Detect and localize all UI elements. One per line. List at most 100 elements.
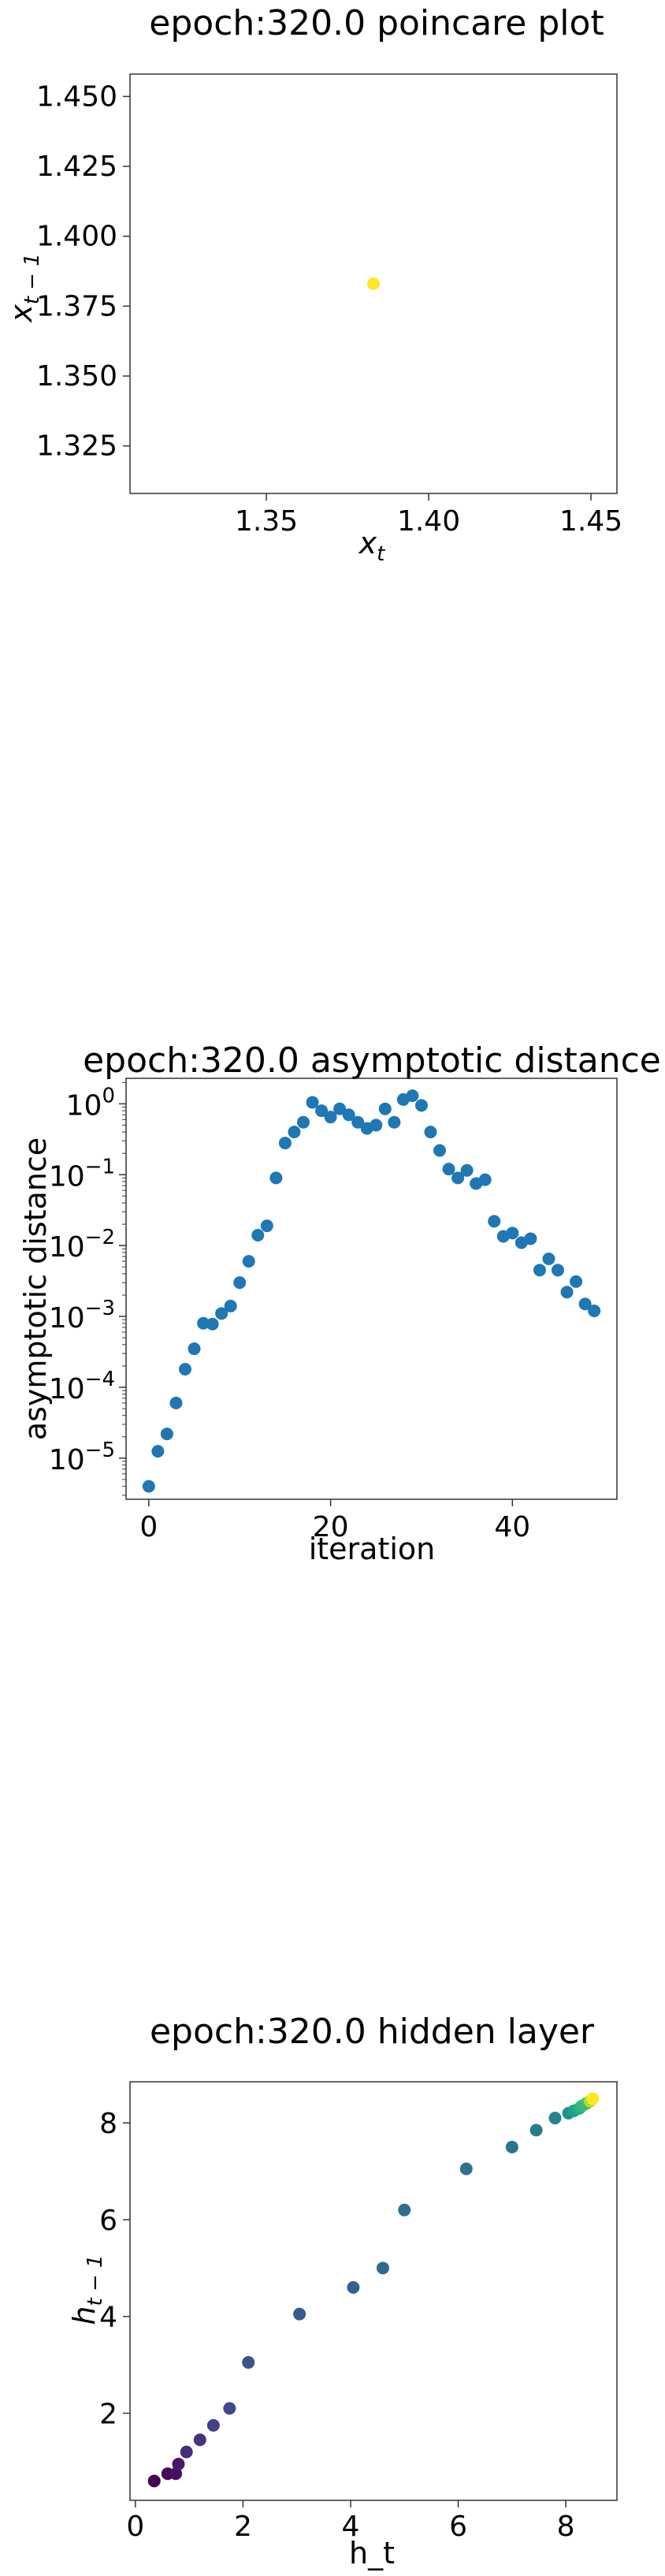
data-point	[433, 1144, 447, 1157]
poincare-x-axis-label: xt	[359, 526, 386, 566]
x-tick-label: 0	[139, 1511, 158, 1543]
poincare-plot-area	[129, 73, 618, 494]
y-tick-label: 1.325	[36, 430, 117, 463]
data-point	[315, 1104, 329, 1118]
data-point	[414, 1099, 428, 1112]
data-point	[376, 2261, 389, 2275]
data-point	[224, 1299, 237, 1312]
data-point	[586, 2092, 600, 2105]
data-point	[460, 1163, 474, 1177]
poincare-title: epoch:320.0 poincare plot	[149, 3, 604, 43]
data-point	[169, 1396, 183, 1409]
data-point	[533, 1264, 546, 1277]
x-tick-label: 0	[126, 2511, 144, 2543]
data-point	[142, 1480, 155, 1493]
asymptotic-x-axis-label: iteration	[309, 1532, 436, 1566]
y-tick-label: 10−5	[49, 1439, 115, 1476]
data-point	[288, 1126, 301, 1139]
data-point	[552, 1264, 565, 1277]
data-point	[588, 1304, 601, 1317]
data-point	[251, 1229, 265, 1242]
y-tick-label: 6	[99, 2205, 117, 2237]
data-point	[478, 1173, 492, 1186]
x-tick-label: 1.45	[559, 505, 622, 538]
data-point	[524, 1232, 537, 1245]
data-point	[160, 1428, 173, 1441]
x-tick-label: 6	[449, 2511, 467, 2543]
data-point	[424, 1126, 437, 1139]
poincare-y-axis-label: xt − 1	[4, 253, 44, 323]
data-point	[333, 1102, 347, 1115]
data-point	[306, 1096, 319, 1109]
data-point	[206, 2418, 220, 2432]
y-tick-label: 1.425	[36, 151, 117, 183]
x-tick-label: 40	[494, 1511, 530, 1543]
data-point	[388, 1115, 401, 1129]
x-tick-label: 1.35	[235, 505, 298, 538]
hidden-layer-plot-area	[129, 2081, 618, 2501]
x-tick-label: 8	[557, 2511, 575, 2543]
y-tick-label: 2	[99, 2399, 117, 2431]
data-point	[529, 2124, 543, 2137]
data-point	[223, 2402, 236, 2415]
asymptotic-title: epoch:320.0 asymptotic distance	[83, 1040, 661, 1081]
asymptotic-distance-chart: epoch:320.0 asymptotic distance 0 20 40 10…	[18, 1040, 661, 1566]
data-point	[293, 2307, 306, 2321]
y-tick-label: 1.350	[36, 360, 117, 393]
data-point	[172, 2457, 185, 2470]
data-point	[147, 2474, 161, 2488]
y-tick-label: 1.450	[36, 80, 117, 113]
y-tick-label: 100	[66, 1084, 115, 1122]
data-point	[488, 1215, 501, 1228]
data-point	[169, 2467, 183, 2481]
hidden-layer-title: epoch:320.0 hidden layer	[150, 2012, 595, 2052]
hidden-layer-x-axis-label: h_t	[349, 2536, 395, 2570]
data-point	[451, 1171, 465, 1185]
data-point	[406, 1089, 419, 1103]
y-tick-label: 1.400	[36, 221, 117, 253]
data-point	[442, 1163, 455, 1176]
data-point	[242, 2356, 255, 2369]
data-point	[206, 1317, 219, 1331]
poincare-chart: epoch:320.0 poincare plot 1.35 1.40 1.45 1…	[4, 3, 622, 566]
data-point	[260, 1219, 273, 1233]
data-point	[506, 1227, 519, 1240]
data-point	[542, 1252, 555, 1265]
asymptotic-y-axis-label: asymptotic distance	[18, 1137, 53, 1440]
y-tick-label: 1.375	[36, 290, 117, 322]
data-point	[242, 1255, 255, 1268]
data-point	[560, 1286, 574, 1299]
data-point	[151, 1445, 165, 1458]
data-point	[578, 1297, 592, 1311]
data-point	[197, 1316, 210, 1330]
asymptotic-plot-area	[125, 1078, 618, 1500]
y-tick-label: 4	[99, 2302, 117, 2334]
data-point	[398, 2203, 411, 2217]
x-tick-label: 2	[234, 2511, 252, 2543]
data-point	[188, 1342, 201, 1356]
data-point	[180, 2445, 193, 2459]
x-tick-label: 20	[313, 1511, 349, 1543]
data-point	[378, 1102, 392, 1115]
y-tick-label: 10−1	[49, 1155, 115, 1193]
y-tick-label: 10−4	[49, 1368, 115, 1405]
data-point	[351, 1115, 365, 1129]
data-point	[370, 1119, 383, 1132]
data-point	[367, 277, 380, 290]
y-tick-label: 10−2	[49, 1226, 115, 1264]
data-point	[278, 1137, 292, 1150]
data-point	[347, 2280, 360, 2294]
data-point	[233, 1276, 247, 1290]
hidden-layer-y-axis-label: ht − 1	[67, 2254, 107, 2325]
data-point	[178, 1363, 191, 1376]
x-tick-label: 4	[342, 2511, 360, 2543]
data-point	[296, 1115, 310, 1129]
data-point	[570, 1275, 583, 1288]
data-point	[269, 1171, 283, 1185]
data-point	[459, 2162, 473, 2176]
data-point	[505, 2140, 518, 2153]
data-point	[215, 1307, 228, 1320]
y-tick-label: 8	[99, 2108, 117, 2140]
